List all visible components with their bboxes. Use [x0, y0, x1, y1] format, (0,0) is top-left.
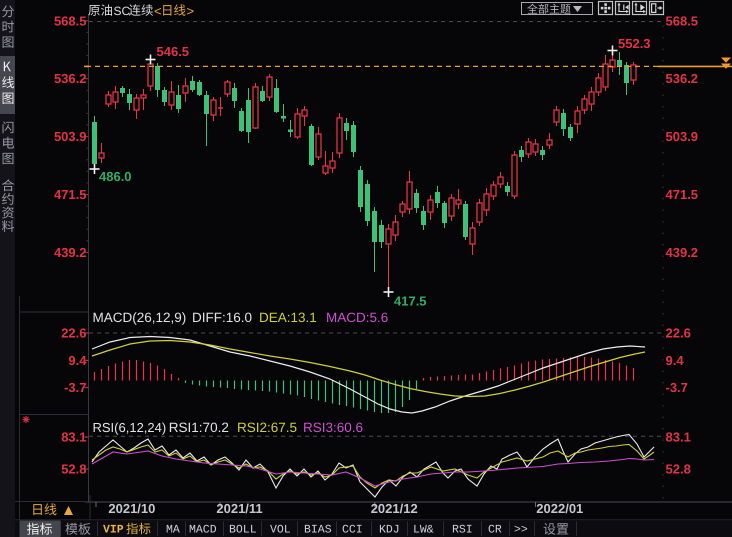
svg-text:536.2: 536.2 [666, 71, 699, 86]
svg-text:503.9: 503.9 [54, 129, 87, 144]
svg-text:RSI(6,12,24): RSI(6,12,24) [93, 420, 167, 435]
svg-text:2021/10: 2021/10 [108, 501, 155, 516]
svg-text:568.5: 568.5 [54, 13, 87, 28]
svg-text:MACD(26,12,9): MACD(26,12,9) [93, 310, 187, 325]
svg-text:LW&: LW& [413, 524, 434, 537]
svg-text:471.5: 471.5 [54, 187, 87, 202]
svg-text:2021/12: 2021/12 [371, 501, 418, 516]
svg-text:486.0: 486.0 [99, 169, 132, 184]
svg-text:439.2: 439.2 [54, 245, 87, 260]
svg-text:9.4: 9.4 [666, 353, 685, 368]
svg-text:CCI: CCI [342, 524, 363, 537]
svg-text:-3.7: -3.7 [666, 380, 688, 395]
svg-text:KDJ: KDJ [379, 524, 400, 537]
svg-text:52.8: 52.8 [666, 462, 691, 477]
svg-text:83.1: 83.1 [61, 430, 86, 445]
svg-text:568.5: 568.5 [666, 13, 699, 28]
svg-text:MACD:5.6: MACD:5.6 [326, 310, 388, 325]
svg-text:BOLL: BOLL [229, 524, 257, 537]
svg-text:RSI: RSI [452, 524, 473, 537]
svg-text:22.6: 22.6 [61, 326, 86, 341]
svg-text:2022/01: 2022/01 [536, 501, 583, 516]
svg-text:BIAS: BIAS [304, 524, 332, 537]
svg-text:417.5: 417.5 [394, 294, 427, 309]
svg-text:VOL: VOL [270, 524, 291, 537]
svg-text:471.5: 471.5 [666, 187, 699, 202]
svg-text:83.1: 83.1 [666, 430, 691, 445]
svg-text:<: < [154, 4, 162, 19]
svg-text:503.9: 503.9 [666, 129, 699, 144]
svg-text:-3.7: -3.7 [64, 380, 86, 395]
svg-text:546.5: 546.5 [157, 44, 190, 59]
svg-text:DIFF:16.0: DIFF:16.0 [192, 310, 252, 325]
svg-text:536.2: 536.2 [54, 71, 87, 86]
svg-text:552.3: 552.3 [618, 36, 651, 51]
svg-text:RSI2:67.5: RSI2:67.5 [237, 420, 297, 435]
svg-text:>>: >> [514, 524, 528, 537]
svg-text:MACD: MACD [189, 524, 217, 537]
svg-text:9.4: 9.4 [68, 353, 87, 368]
svg-text:>: > [187, 4, 195, 19]
svg-text:22.6: 22.6 [666, 326, 691, 341]
svg-text:VIP: VIP [103, 524, 124, 537]
svg-text:52.8: 52.8 [61, 462, 86, 477]
svg-text:RSI1:70.2: RSI1:70.2 [169, 420, 229, 435]
svg-text:CR: CR [488, 524, 502, 537]
svg-text:DEA:13.1: DEA:13.1 [259, 310, 317, 325]
svg-text:2021/11: 2021/11 [216, 501, 262, 516]
svg-text:SC: SC [114, 4, 131, 18]
svg-text:439.2: 439.2 [666, 245, 699, 260]
svg-text:MA: MA [166, 524, 180, 537]
svg-text:RSI3:60.6: RSI3:60.6 [303, 420, 363, 435]
